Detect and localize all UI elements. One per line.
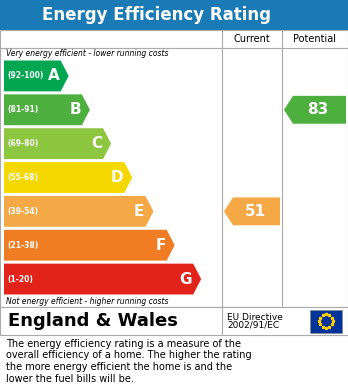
- Text: (55-68): (55-68): [7, 173, 38, 182]
- Bar: [0, 0, 348, 30]
- Text: (39-54): (39-54): [7, 207, 38, 216]
- Text: E: E: [134, 204, 144, 219]
- Text: (92-100): (92-100): [7, 72, 44, 81]
- Polygon shape: [284, 96, 346, 124]
- Text: The energy efficiency rating is a measure of the: The energy efficiency rating is a measur…: [6, 339, 241, 349]
- Text: D: D: [111, 170, 123, 185]
- Polygon shape: [4, 61, 69, 91]
- Polygon shape: [4, 230, 175, 261]
- Text: EU Directive: EU Directive: [227, 313, 283, 322]
- Text: G: G: [180, 272, 192, 287]
- Text: Energy Efficiency Rating: Energy Efficiency Rating: [42, 6, 271, 24]
- Text: 51: 51: [244, 204, 266, 219]
- Text: (1-20): (1-20): [7, 274, 33, 283]
- Text: lower the fuel bills will be.: lower the fuel bills will be.: [6, 373, 134, 384]
- Polygon shape: [4, 264, 201, 294]
- Text: 2002/91/EC: 2002/91/EC: [227, 320, 279, 329]
- Text: (69-80): (69-80): [7, 139, 38, 148]
- Polygon shape: [224, 197, 280, 225]
- Text: (21-38): (21-38): [7, 241, 38, 250]
- Bar: [0, 30, 348, 307]
- Text: A: A: [48, 68, 60, 83]
- Text: C: C: [91, 136, 102, 151]
- Text: (81-91): (81-91): [7, 105, 38, 114]
- Text: Not energy efficient - higher running costs: Not energy efficient - higher running co…: [6, 297, 168, 306]
- Polygon shape: [4, 162, 132, 193]
- Text: overall efficiency of a home. The higher the rating: overall efficiency of a home. The higher…: [6, 350, 252, 361]
- Text: Current: Current: [234, 34, 270, 44]
- Text: 83: 83: [307, 102, 329, 117]
- Bar: [0, 307, 348, 335]
- Bar: [310, 310, 342, 332]
- Text: Very energy efficient - lower running costs: Very energy efficient - lower running co…: [6, 49, 168, 58]
- Polygon shape: [4, 128, 111, 159]
- Text: B: B: [69, 102, 81, 117]
- Text: England & Wales: England & Wales: [8, 312, 178, 330]
- Text: F: F: [155, 238, 166, 253]
- Polygon shape: [4, 196, 153, 227]
- Text: the more energy efficient the home is and the: the more energy efficient the home is an…: [6, 362, 232, 372]
- Polygon shape: [4, 94, 90, 125]
- Text: Potential: Potential: [293, 34, 337, 44]
